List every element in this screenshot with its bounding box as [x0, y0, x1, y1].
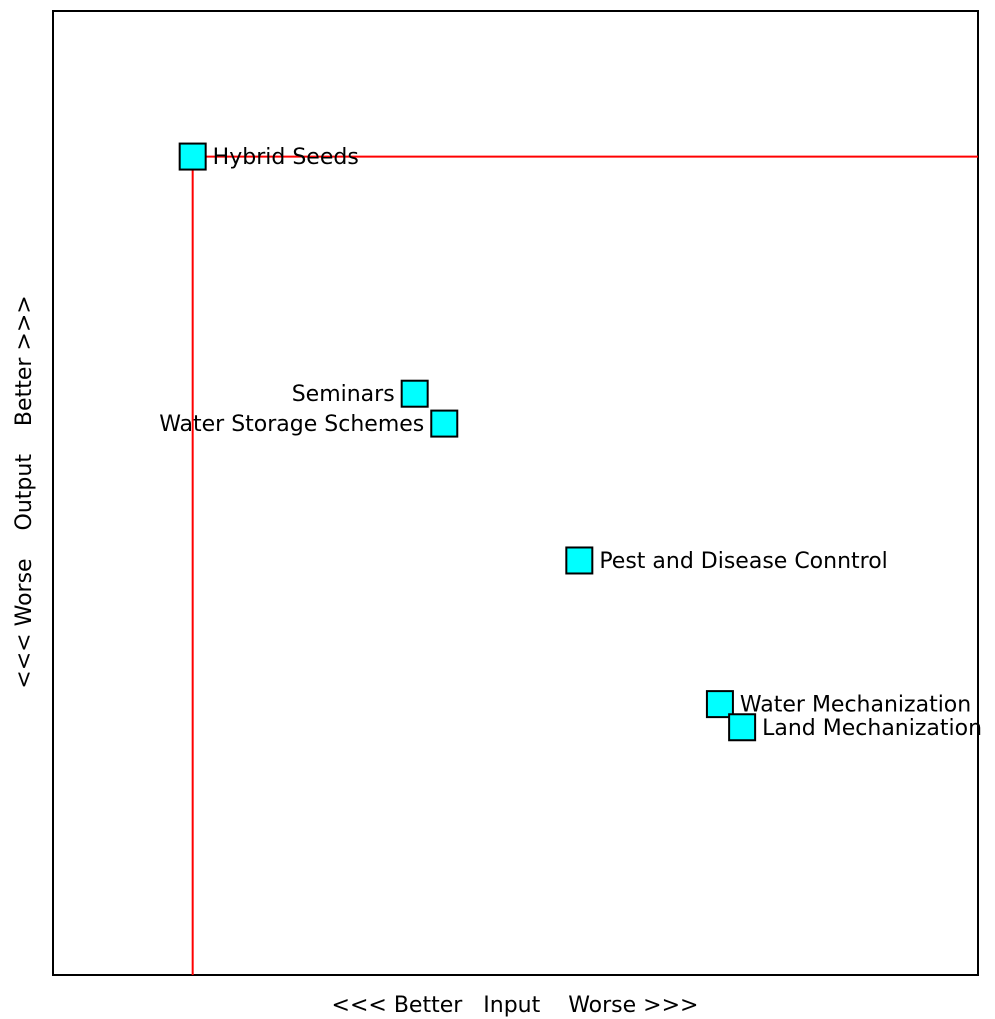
frontier-lines	[191, 155, 978, 975]
data-point-seminars: Seminars	[292, 379, 429, 408]
data-point-water-storage-schemes: Water Storage Schemes	[159, 409, 459, 438]
point-marker-water-storage-schemes	[430, 409, 459, 438]
point-label-water-mechanization: Water Mechanization	[740, 693, 971, 718]
point-marker-seminars	[400, 379, 429, 408]
data-points: Hybrid Seeds Seminars Water Storage Scheme…	[159, 142, 982, 742]
point-label-pest-and-disease-conntrol: Pest and Disease Conntrol	[599, 549, 887, 574]
data-point-land-mechanization: Land Mechanization	[728, 713, 982, 742]
point-marker-pest-and-disease-conntrol	[565, 546, 594, 575]
point-label-hybrid-seeds: Hybrid Seeds	[213, 145, 359, 170]
point-label-land-mechanization: Land Mechanization	[762, 716, 982, 741]
point-label-seminars: Seminars	[292, 382, 395, 407]
x-axis-title: <<< Better Input Worse >>>	[332, 993, 699, 1018]
data-point-pest-and-disease-conntrol: Pest and Disease Conntrol	[565, 546, 888, 575]
point-marker-water-mechanization	[705, 690, 734, 719]
data-point-hybrid-seeds: Hybrid Seeds	[178, 142, 359, 171]
point-marker-land-mechanization	[728, 713, 757, 742]
plot-area-frame	[52, 10, 979, 976]
point-marker-hybrid-seeds	[178, 142, 207, 171]
data-point-water-mechanization: Water Mechanization	[705, 690, 971, 719]
y-axis-title: <<< Worse Output Better >>>	[12, 295, 37, 688]
point-label-water-storage-schemes: Water Storage Schemes	[159, 412, 424, 437]
